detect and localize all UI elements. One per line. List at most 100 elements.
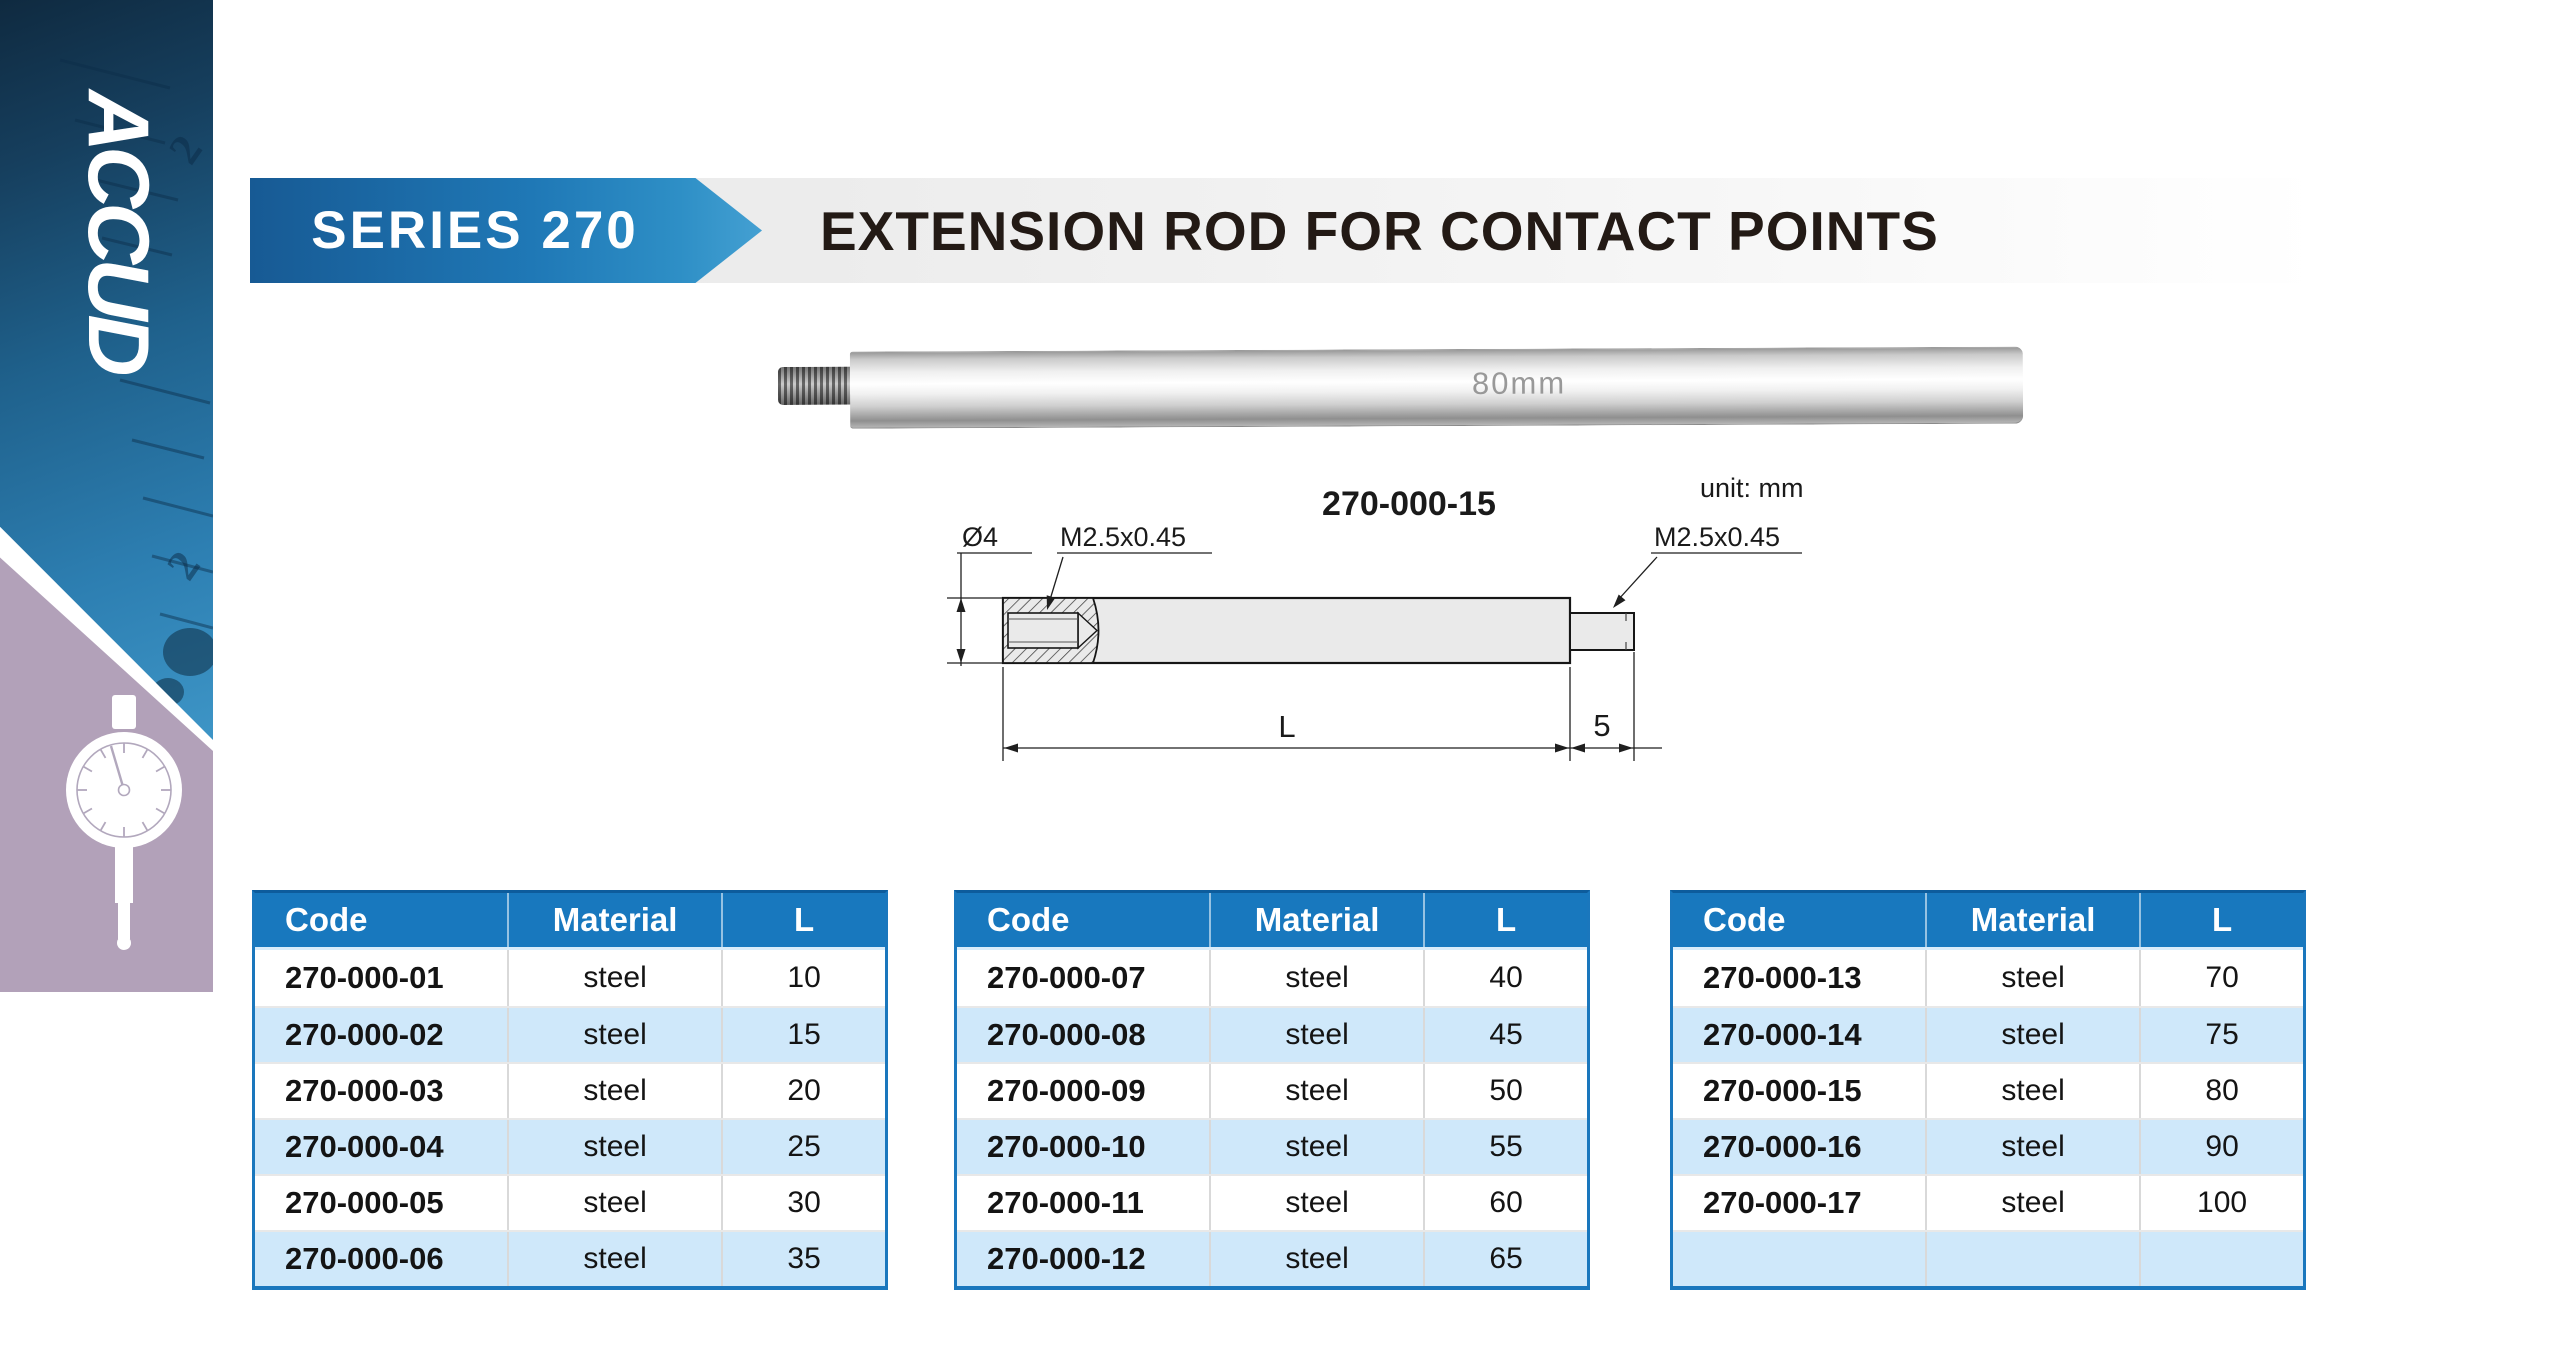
table-row: 270-000-15 steel 80 [1673, 1062, 2303, 1118]
table-row [1673, 1230, 2303, 1286]
cell-material: steel [1209, 1064, 1423, 1118]
thread-spec-left-label: M2.5x0.45 [1060, 522, 1186, 552]
table-header-row: Code Material L [1673, 893, 2303, 950]
cell-code: 270-000-11 [987, 1185, 1144, 1220]
cell-length: 30 [721, 1176, 885, 1230]
table-body: 270-000-07 steel 40 270-000-08 steel 45 270-00… [957, 950, 1587, 1286]
cell-length: 25 [721, 1120, 885, 1174]
cell-material: steel [507, 1120, 721, 1174]
cell-material: steel [507, 1064, 721, 1118]
table-row: 270-000-03 steel 20 [255, 1062, 885, 1118]
cell-material: steel [1925, 1008, 2139, 1062]
dim-tip-label: 5 [1593, 708, 1610, 743]
cell-code: 270-000-08 [987, 1017, 1146, 1052]
table-row: 270-000-13 steel 70 [1673, 950, 2303, 1006]
spec-table-3: Code Material L 270-000-13 steel 70 270-000-1… [1670, 890, 2306, 1290]
column-header: Code [1703, 901, 1786, 938]
cell-code: 270-000-04 [285, 1129, 444, 1164]
rod-body: 80mm [849, 346, 2024, 429]
table-row: 270-000-01 steel 10 [255, 950, 885, 1006]
table-row: 270-000-06 steel 35 [255, 1230, 885, 1286]
cell-code: 270-000-10 [987, 1129, 1146, 1164]
column-header: Material [507, 893, 721, 947]
dim-length-label: L [1278, 709, 1295, 744]
ruler-digit: 2 [159, 126, 212, 172]
cell-code: 270-000-02 [285, 1017, 444, 1052]
cell-code: 270-000-17 [1703, 1185, 1862, 1220]
table-row: 270-000-07 steel 40 [957, 950, 1587, 1006]
thread-spec-right-label: M2.5x0.45 [1654, 522, 1780, 552]
cell-length: 10 [721, 950, 885, 1006]
table-row: 270-000-05 steel 30 [255, 1174, 885, 1230]
ruler-photo-texture: 2 2 [59, 58, 213, 706]
cell-code: 270-000-05 [285, 1185, 444, 1220]
table-row: 270-000-09 steel 50 [957, 1062, 1587, 1118]
table-row: 270-000-14 steel 75 [1673, 1006, 2303, 1062]
column-header: Material [1209, 893, 1423, 947]
cell-length: 15 [721, 1008, 885, 1062]
cell-code: 270-000-13 [1703, 960, 1862, 995]
cell-material: steel [507, 950, 721, 1006]
cell-material: steel [1209, 950, 1423, 1006]
column-header: L [721, 893, 885, 947]
cell-length: 80 [2139, 1064, 2303, 1118]
column-header: Code [987, 901, 1070, 938]
cell-material: steel [507, 1232, 721, 1286]
table-row: 270-000-16 steel 90 [1673, 1118, 2303, 1174]
cell-code: 270-000-12 [987, 1241, 1146, 1276]
cell-material: steel [1925, 1120, 2139, 1174]
cell-material: steel [1925, 1176, 2139, 1230]
cell-material: steel [1209, 1008, 1423, 1062]
cell-length: 90 [2139, 1120, 2303, 1174]
cell-material: steel [1209, 1176, 1423, 1230]
cell-length: 60 [1423, 1176, 1587, 1230]
table-row: 270-000-10 steel 55 [957, 1118, 1587, 1174]
cell-length: 35 [721, 1232, 885, 1286]
cell-material: steel [1925, 950, 2139, 1006]
cell-code: 270-000-06 [285, 1241, 444, 1276]
table-header-row: Code Material L [957, 893, 1587, 950]
table-row: 270-000-17 steel 100 [1673, 1174, 2303, 1230]
cell-code: 270-000-15 [1703, 1073, 1862, 1108]
page-title: EXTENSION ROD FOR CONTACT POINTS [820, 199, 1939, 262]
cell-code: 270-000-03 [285, 1073, 444, 1108]
table-body: 270-000-01 steel 10 270-000-02 steel 15 270-00… [255, 950, 885, 1286]
spec-table-1: Code Material L 270-000-01 steel 10 270-000-0… [252, 890, 888, 1290]
cell-length: 65 [1423, 1232, 1587, 1286]
cell-code: 270-000-16 [1703, 1129, 1862, 1164]
cell-length: 40 [1423, 950, 1587, 1006]
spec-table-2: Code Material L 270-000-07 steel 40 270-000-0… [954, 890, 1590, 1290]
table-row: 270-000-11 steel 60 [957, 1174, 1587, 1230]
table-header-row: Code Material L [255, 893, 885, 950]
dim-diameter-label: Ø4 [962, 522, 998, 552]
cell-material: steel [1209, 1120, 1423, 1174]
accud-logo: ACCUD [70, 90, 166, 371]
cell-length: 100 [2139, 1176, 2303, 1230]
drawing-part-code: 270-000-15 [1322, 485, 1496, 523]
ruler-digit: 2 [157, 542, 210, 588]
cell-length: 55 [1423, 1120, 1587, 1174]
cell-length: 50 [1423, 1064, 1587, 1118]
column-header: L [2139, 893, 2303, 947]
cell-length: 45 [1423, 1008, 1587, 1062]
cell-code: 270-000-14 [1703, 1017, 1862, 1052]
rod-threaded-tip [777, 366, 853, 405]
cell-length: 75 [2139, 1008, 2303, 1062]
cell-material: steel [1925, 1064, 2139, 1118]
column-header: Code [285, 901, 368, 938]
cell-code: 270-000-01 [285, 960, 444, 995]
drawing-rod-outline [1001, 596, 1635, 665]
table-row: 270-000-04 steel 25 [255, 1118, 885, 1174]
sidebar: 2 2 ACCUD [0, 0, 213, 992]
column-header: Material [1925, 893, 2139, 947]
dimension-arrowheads [956, 594, 1633, 753]
table-row: 270-000-08 steel 45 [957, 1006, 1587, 1062]
table-row: 270-000-02 steel 15 [255, 1006, 885, 1062]
cell-length: 20 [721, 1064, 885, 1118]
technical-drawing: 270-000-15 unit: mm Ø4 M2.5x0.45 M2.5x0.… [947, 473, 1804, 761]
extension-rod-photo: 80mm [777, 345, 2028, 432]
column-header: L [1423, 893, 1587, 947]
cell-material [1925, 1232, 2139, 1286]
cell-material: steel [507, 1008, 721, 1062]
